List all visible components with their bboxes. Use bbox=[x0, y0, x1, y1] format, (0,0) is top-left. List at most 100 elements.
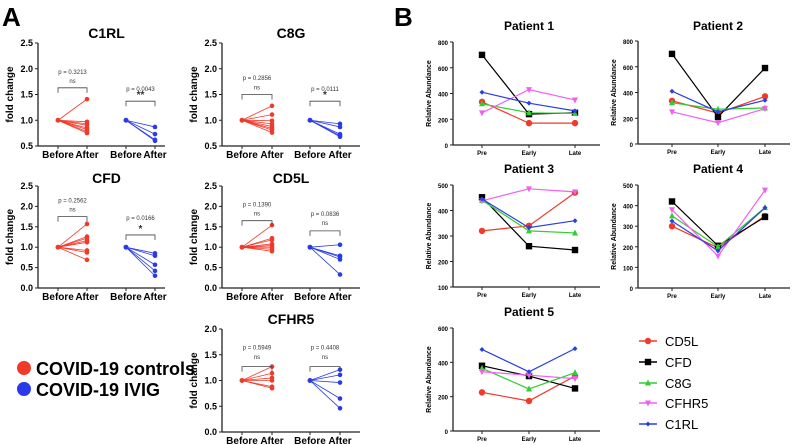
y-tick-label: 0.5 bbox=[20, 263, 33, 273]
significance-bracket bbox=[241, 94, 273, 100]
data-point bbox=[525, 243, 533, 250]
y-tick-label: 0.5 bbox=[20, 141, 33, 151]
controls-legend-label: COVID-19 controls bbox=[36, 359, 195, 379]
significance-bracket bbox=[125, 234, 156, 240]
y-tick-label: 600 bbox=[623, 66, 634, 72]
data-point bbox=[669, 212, 675, 219]
after-point bbox=[269, 237, 275, 243]
paired-line bbox=[241, 119, 273, 125]
data-point bbox=[762, 97, 768, 103]
x-tick-label: After bbox=[260, 292, 283, 303]
data-point bbox=[526, 100, 532, 106]
data-point bbox=[715, 248, 721, 254]
legend-marker-triangle-down-icon bbox=[645, 400, 651, 407]
significance-label: ** bbox=[137, 90, 145, 101]
significance-label: ns bbox=[322, 355, 328, 361]
x-tick-label: Before bbox=[110, 150, 142, 161]
data-point bbox=[479, 369, 485, 376]
x-tick-label: Early bbox=[711, 294, 726, 300]
p-value: p = 0.3213 bbox=[58, 70, 87, 76]
y-tick-label: 0.5 bbox=[204, 263, 217, 273]
significance-bracket bbox=[241, 220, 273, 226]
y-tick-label: 1.5 bbox=[204, 90, 217, 100]
y-axis-label: fold change bbox=[189, 66, 200, 123]
y-axis-label: fold change bbox=[189, 209, 200, 266]
data-point bbox=[668, 198, 676, 205]
data-point bbox=[669, 207, 675, 214]
legend-item-c8g: C8G bbox=[639, 376, 692, 391]
y-tick-label: 400 bbox=[438, 361, 449, 367]
y-axis-label: fold change bbox=[5, 209, 16, 266]
x-tick-label: After bbox=[260, 150, 283, 161]
data-point bbox=[668, 223, 676, 230]
chart-title: Patient 5 bbox=[504, 305, 554, 319]
controls-legend-marker bbox=[17, 361, 31, 375]
y-tick-label: 800 bbox=[623, 40, 634, 46]
after-point bbox=[84, 221, 90, 227]
y-tick-label: 200 bbox=[438, 396, 449, 402]
paired-line bbox=[57, 119, 88, 126]
data-point bbox=[572, 376, 578, 383]
series-cfd bbox=[668, 50, 769, 121]
data-point bbox=[572, 108, 578, 114]
data-point bbox=[762, 106, 768, 113]
x-tick-label: Before bbox=[294, 150, 326, 161]
y-tick-label: 2.0 bbox=[20, 64, 33, 74]
significance-bracket bbox=[241, 366, 273, 372]
before-point bbox=[123, 117, 129, 123]
paired-line bbox=[309, 244, 341, 248]
legend-label-cfhr5: CFHR5 bbox=[665, 396, 708, 411]
paired-line bbox=[241, 377, 273, 381]
y-tick-label: 100 bbox=[623, 266, 634, 272]
chart-patient-4: Patient 4 0 100 200 300 400 500 Pre Early Late Rel… bbox=[611, 162, 790, 300]
data-point bbox=[572, 229, 578, 236]
group-controls: p = 0.3213 ns bbox=[55, 70, 90, 136]
data-point bbox=[526, 109, 532, 116]
y-axis-label: Relative Abundance bbox=[426, 203, 433, 270]
paired-line bbox=[241, 114, 273, 121]
y-tick-label: 500 bbox=[623, 184, 634, 190]
y-tick-label: 0.0 bbox=[204, 427, 217, 437]
significance-label: ns bbox=[69, 79, 75, 85]
data-point bbox=[572, 218, 578, 224]
chart-title: Patient 3 bbox=[504, 162, 554, 176]
paired-line bbox=[309, 246, 341, 260]
significance-label: * bbox=[323, 90, 327, 101]
x-tick-label: Before bbox=[294, 292, 326, 303]
data-point bbox=[526, 385, 532, 392]
y-tick-label: 2.0 bbox=[204, 201, 217, 211]
legend-marker-circle-icon bbox=[644, 337, 652, 345]
y-tick-label: 0 bbox=[630, 143, 634, 149]
after-point bbox=[337, 257, 343, 262]
x-tick-label: After bbox=[328, 150, 351, 161]
group-ivig: p = 0.0166 * bbox=[123, 216, 158, 279]
group-ivig: p = 0.0043** bbox=[123, 87, 158, 144]
series-c1rl bbox=[479, 89, 578, 114]
y-tick-label: 1.5 bbox=[20, 90, 33, 100]
panel-label-a: A bbox=[2, 2, 21, 32]
y-tick-label: 300 bbox=[623, 225, 634, 231]
y-tick-label: 100 bbox=[438, 286, 449, 292]
paired-line bbox=[57, 246, 88, 261]
chart-title: Patient 1 bbox=[504, 19, 554, 33]
legend-marker-triangle-up-icon bbox=[645, 379, 651, 386]
legend-item-cfhr5: CFHR5 bbox=[639, 396, 708, 411]
after-point bbox=[337, 124, 343, 130]
x-tick-label: Before bbox=[226, 150, 258, 161]
paired-line bbox=[241, 366, 273, 381]
significance-label: ns bbox=[69, 207, 75, 213]
y-axis-label: fold change bbox=[189, 352, 200, 409]
after-point bbox=[84, 130, 90, 136]
paired-line bbox=[309, 119, 341, 138]
paired-line bbox=[57, 119, 88, 134]
y-tick-label: 400 bbox=[438, 93, 449, 99]
legend-label-cfd: CFD bbox=[665, 355, 692, 370]
x-tick-label: Pre bbox=[477, 293, 487, 299]
y-tick-label: 0 bbox=[445, 430, 449, 436]
y-tick-label: 2.0 bbox=[20, 201, 33, 211]
x-tick-label: After bbox=[143, 292, 166, 303]
x-tick-label: Before bbox=[226, 436, 258, 445]
x-tick-label: Early bbox=[711, 150, 726, 156]
